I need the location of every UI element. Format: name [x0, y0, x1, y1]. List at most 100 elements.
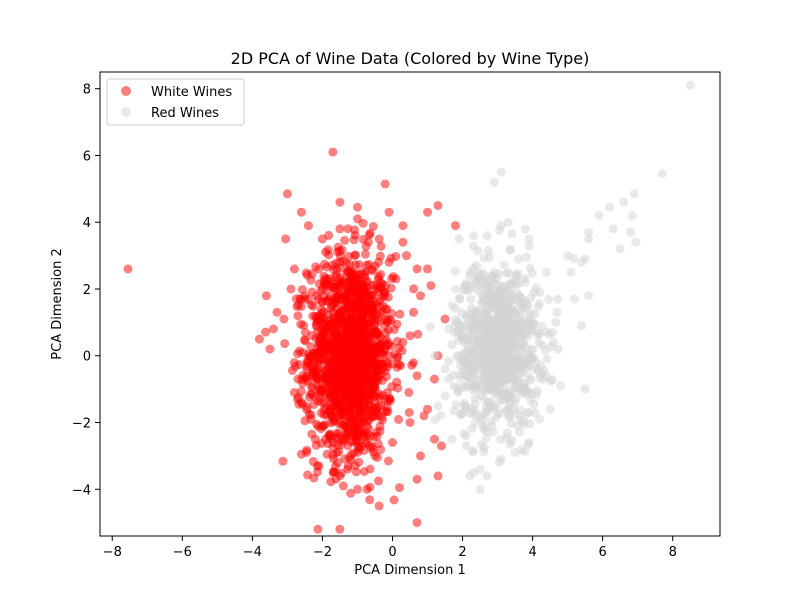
data-point	[359, 367, 369, 377]
data-point	[475, 484, 485, 494]
data-point	[488, 361, 498, 371]
data-point	[496, 167, 506, 177]
data-point	[335, 272, 345, 282]
data-point	[526, 293, 536, 303]
data-point	[685, 80, 695, 90]
data-point	[375, 426, 385, 436]
data-point	[461, 441, 471, 451]
data-point	[328, 147, 338, 157]
data-point	[338, 481, 348, 491]
data-point	[479, 424, 489, 434]
data-point	[338, 256, 348, 266]
data-point	[370, 328, 380, 338]
data-point	[454, 294, 464, 304]
data-point	[528, 320, 538, 330]
data-point	[481, 433, 491, 443]
data-point	[505, 285, 515, 295]
data-point	[556, 381, 566, 391]
data-point	[631, 237, 641, 247]
data-point	[512, 270, 521, 280]
data-point	[503, 392, 512, 402]
data-point	[279, 314, 289, 324]
data-point	[268, 324, 278, 334]
data-point	[412, 264, 422, 274]
data-point	[370, 451, 380, 461]
data-point	[538, 374, 548, 384]
data-point	[504, 374, 514, 384]
x-tick-label: 2	[458, 545, 466, 560]
data-point	[482, 280, 492, 289]
data-point	[331, 298, 341, 308]
data-point	[296, 302, 306, 312]
data-point	[313, 396, 323, 406]
data-point	[362, 484, 372, 494]
data-point	[594, 211, 604, 220]
data-point	[549, 337, 559, 347]
y-tick-label: 6	[83, 149, 91, 164]
data-point	[458, 408, 467, 417]
data-point	[376, 445, 386, 455]
data-point	[365, 228, 375, 238]
data-point	[467, 424, 477, 434]
data-point	[545, 404, 555, 414]
data-point	[501, 346, 510, 355]
data-point	[474, 334, 484, 344]
data-point	[502, 315, 512, 325]
data-point	[521, 252, 531, 262]
data-point	[444, 324, 453, 334]
data-point	[362, 260, 372, 270]
data-point	[374, 257, 383, 267]
data-point	[478, 414, 488, 424]
x-tick-label: 6	[599, 545, 607, 560]
data-point	[300, 328, 310, 337]
data-point	[320, 259, 329, 269]
data-point	[353, 448, 362, 457]
data-point	[458, 321, 468, 331]
data-point	[500, 329, 510, 339]
data-point	[507, 229, 517, 239]
data-point	[335, 524, 345, 534]
data-point	[309, 473, 319, 483]
data-point	[544, 294, 554, 304]
data-point	[377, 375, 387, 385]
data-point	[523, 409, 532, 419]
data-point	[465, 271, 474, 281]
data-point	[374, 501, 384, 511]
data-point	[531, 357, 541, 367]
data-point	[365, 464, 375, 474]
data-point	[627, 211, 637, 220]
data-point	[387, 309, 397, 318]
data-point	[308, 311, 318, 321]
legend-box	[106, 78, 245, 126]
data-point	[311, 262, 321, 272]
data-point	[416, 451, 425, 461]
data-point	[552, 307, 562, 317]
data-point	[409, 284, 419, 294]
data-point	[374, 234, 384, 244]
data-point	[433, 471, 443, 481]
data-point	[524, 241, 534, 251]
data-point	[307, 287, 317, 297]
data-point	[524, 438, 534, 447]
data-point	[335, 197, 345, 207]
data-point	[351, 467, 361, 477]
data-point	[379, 287, 389, 297]
data-point	[354, 457, 364, 467]
data-point	[447, 301, 457, 311]
data-point	[451, 284, 460, 294]
data-point	[345, 357, 355, 367]
data-point	[493, 309, 503, 319]
data-point	[313, 524, 323, 534]
data-point	[380, 366, 390, 376]
data-point	[310, 434, 320, 444]
data-point	[511, 394, 521, 404]
y-tick-label: −4	[72, 483, 91, 498]
data-point	[300, 416, 310, 426]
data-point	[392, 319, 402, 329]
data-point	[395, 483, 404, 493]
data-point	[451, 221, 460, 231]
data-point	[362, 283, 372, 293]
data-point	[368, 412, 378, 422]
data-point	[437, 441, 446, 451]
